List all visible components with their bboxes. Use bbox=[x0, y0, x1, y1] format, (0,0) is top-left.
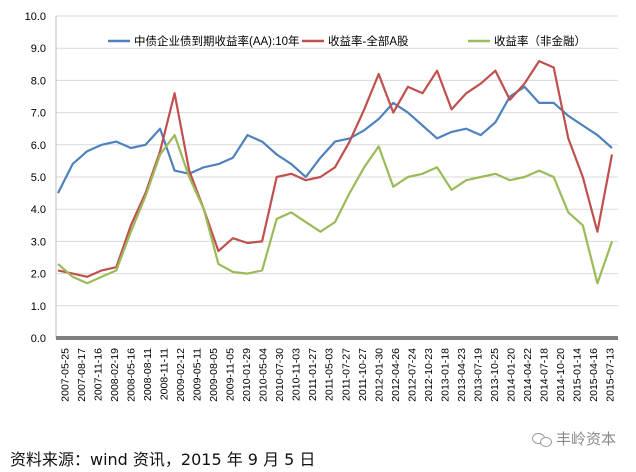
x-tick-label: 2012-01-30 bbox=[373, 348, 385, 402]
x-axis: 2007-05-25 2007-08-17 2007-11-16 2008-02-19… bbox=[56, 336, 618, 402]
x-tick-label: 2010-05-04 bbox=[258, 348, 270, 402]
x-tick-label: 2009-05-11 bbox=[192, 348, 204, 401]
x-tick-label: 2012-10-23 bbox=[423, 348, 435, 402]
legend-label: 收益率（非金融） bbox=[494, 34, 586, 48]
series-lines bbox=[57, 59, 614, 285]
wechat-icon bbox=[532, 432, 552, 447]
x-tick-label: 2013-10-25 bbox=[489, 348, 501, 402]
x-tick-label: 2013-07-19 bbox=[473, 348, 485, 402]
x-tick-label: 2007-05-25 bbox=[59, 348, 71, 402]
x-tick-label: 2014-10-20 bbox=[555, 348, 567, 402]
y-tick-label: 3.0 bbox=[31, 236, 46, 248]
y-tick-label: 4.0 bbox=[31, 204, 46, 216]
x-tick-label: 2008-05-16 bbox=[125, 348, 137, 402]
x-tick-label: 2012-04-26 bbox=[390, 348, 402, 402]
x-tick-label: 2015-04-16 bbox=[588, 348, 600, 402]
watermark-label: 丰岭资本 bbox=[556, 430, 617, 448]
legend: 中债企业债到期收益率(AA):10年 收益率-全部A股 收益率（非金融） bbox=[108, 34, 586, 48]
x-tick-label: 2009-11-05 bbox=[225, 348, 237, 401]
x-tick-label: 2014-04-22 bbox=[522, 348, 534, 402]
x-tick-label: 2010-07-30 bbox=[274, 348, 286, 402]
series-line-3 bbox=[57, 134, 614, 285]
y-tick-label: 1.0 bbox=[31, 301, 46, 313]
x-tick-label: 2007-11-16 bbox=[92, 348, 104, 401]
y-tick-label: 9.0 bbox=[31, 43, 46, 55]
x-tick-label: 2009-08-05 bbox=[208, 348, 220, 402]
x-tick-label: 2010-11-03 bbox=[291, 348, 303, 401]
x-tick-label: 2011-10-27 bbox=[357, 348, 369, 401]
legend-label: 收益率-全部A股 bbox=[328, 34, 409, 48]
x-tick-label: 2014-07-18 bbox=[539, 348, 551, 402]
x-tick-label: 2008-02-19 bbox=[109, 348, 121, 402]
x-tick-label: 2013-01-18 bbox=[439, 348, 451, 402]
y-tick-label: 8.0 bbox=[31, 75, 46, 87]
x-tick-label: 2009-02-12 bbox=[175, 348, 187, 402]
x-tick-label: 2015-01-14 bbox=[572, 348, 584, 402]
x-tick-label: 2011-05-03 bbox=[324, 348, 336, 401]
y-tick-label: 6.0 bbox=[31, 140, 46, 152]
x-tick-label: 2013-04-23 bbox=[456, 348, 468, 402]
x-tick-label: 2012-07-24 bbox=[406, 348, 418, 402]
y-tick-label: 5.0 bbox=[31, 172, 46, 184]
x-tick-label: 2014-01-20 bbox=[506, 348, 518, 402]
y-tick-label: 7.0 bbox=[31, 108, 46, 120]
x-tick-label: 2011-01-27 bbox=[307, 348, 319, 401]
x-tick-label: 2010-01-29 bbox=[241, 348, 253, 402]
source-note: 资料来源：wind 资讯，2015 年 9 月 5 日 bbox=[10, 450, 316, 469]
x-tick-label: 2015-07-13 bbox=[605, 348, 617, 402]
y-tick-label: 10.0 bbox=[25, 11, 46, 23]
legend-label: 中债企业债到期收益率(AA):10年 bbox=[134, 34, 300, 48]
x-tick-label: 2011-07-27 bbox=[340, 348, 352, 401]
grid-lines bbox=[56, 15, 618, 307]
watermark: 丰岭资本 bbox=[532, 428, 616, 449]
y-tick-label: 2.0 bbox=[31, 269, 46, 281]
y-tick-label: 0.0 bbox=[31, 333, 46, 345]
x-tick-label: 2008-08-11 bbox=[142, 348, 154, 401]
y-axis: 0.0 1.0 2.0 3.0 4.0 5.0 6.0 7.0 8.0 9.0 10.0 bbox=[25, 11, 57, 345]
x-tick-label: 2008-11-11 bbox=[158, 348, 170, 400]
x-tick-label: 2007-08-17 bbox=[76, 348, 88, 402]
